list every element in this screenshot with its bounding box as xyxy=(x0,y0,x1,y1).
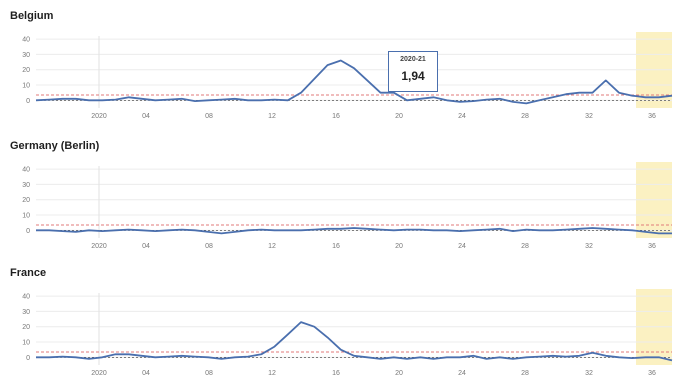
x-tick-label: 16 xyxy=(332,113,340,120)
x-tick-label: 12 xyxy=(268,113,276,120)
x-tick-label: 32 xyxy=(585,243,593,250)
y-tick-label: 30 xyxy=(22,182,30,189)
x-tick-label: 12 xyxy=(268,370,276,377)
y-tick-label: 40 xyxy=(22,167,30,174)
x-tick-label: 08 xyxy=(205,370,213,377)
x-tick-label: 2020 xyxy=(91,113,107,120)
series-line xyxy=(36,321,673,362)
y-tick-label: 0 xyxy=(26,98,30,105)
y-tick-label: 0 xyxy=(26,228,30,235)
x-tick-label: 08 xyxy=(205,113,213,120)
series-line xyxy=(36,227,672,235)
y-tick-label: 20 xyxy=(22,197,30,204)
x-tick-label: 24 xyxy=(458,113,466,120)
chart-panel-belgium: Belgium 0 10 20 30 40 2020 04 08 12 16 20 24 28 32 36 … xyxy=(0,10,674,120)
x-tick-label: 28 xyxy=(521,370,529,377)
x-tick-label: 28 xyxy=(521,243,529,250)
chart-title: Belgium xyxy=(10,10,54,22)
x-tick-label: 20 xyxy=(395,370,403,377)
x-tick-label: 24 xyxy=(458,243,466,250)
y-tick-label: 20 xyxy=(22,324,30,331)
y-tick-label: 40 xyxy=(22,37,30,44)
chart-panel-germany: Germany (Berlin) 0 10 20 30 40 2020 04 08 12 16 20… xyxy=(0,140,674,250)
x-tick-label: 16 xyxy=(332,243,340,250)
x-tick-label: 20 xyxy=(395,243,403,250)
y-tick-label: 10 xyxy=(22,83,30,90)
x-tick-label: 28 xyxy=(521,113,529,120)
y-tick-label: 40 xyxy=(22,294,30,301)
line-chart-belgium[interactable]: 0 10 20 30 40 2020 04 08 12 16 20 24 28 32 36 xyxy=(0,10,674,120)
y-tick-label: 20 xyxy=(22,67,30,74)
y-tick-label: 30 xyxy=(22,52,30,59)
line-chart-france[interactable]: 0 10 20 30 40 2020 04 08 12 16 20 24 28 32 36 xyxy=(0,267,674,381)
x-tick-label: 2020 xyxy=(91,370,107,377)
x-tick-label: 20 xyxy=(395,113,403,120)
x-tick-label: 36 xyxy=(648,370,656,377)
y-tick-label: 10 xyxy=(22,340,30,347)
x-tick-label: 04 xyxy=(142,243,150,250)
x-tick-label: 36 xyxy=(648,113,656,120)
chart-panel-france: France 0 10 20 30 40 2020 04 08 12 16 20 24 28 32 36 xyxy=(0,267,674,381)
x-tick-label: 04 xyxy=(142,113,150,120)
line-chart-germany[interactable]: 0 10 20 30 40 2020 04 08 12 16 20 24 28 32 36 xyxy=(0,140,674,250)
chart-title: Germany (Berlin) xyxy=(10,140,100,152)
x-tick-label: 04 xyxy=(142,370,150,377)
x-tick-label: 16 xyxy=(332,370,340,377)
x-tick-label: 32 xyxy=(585,113,593,120)
x-tick-label: 24 xyxy=(458,370,466,377)
chart-title: France xyxy=(10,267,47,279)
x-tick-label: 2020 xyxy=(91,243,107,250)
y-tick-label: 0 xyxy=(26,355,30,362)
y-tick-label: 10 xyxy=(22,213,30,220)
x-tick-label: 12 xyxy=(268,243,276,250)
x-tick-label: 32 xyxy=(585,370,593,377)
tooltip-label: 2020-21 xyxy=(400,56,426,63)
tooltip-value: 1,94 xyxy=(401,69,425,83)
x-tick-label: 08 xyxy=(205,243,213,250)
y-tick-label: 30 xyxy=(22,309,30,316)
x-tick-label: 36 xyxy=(648,243,656,250)
series-line xyxy=(35,59,673,105)
tooltip: 2020-21 1,94 xyxy=(388,51,438,92)
